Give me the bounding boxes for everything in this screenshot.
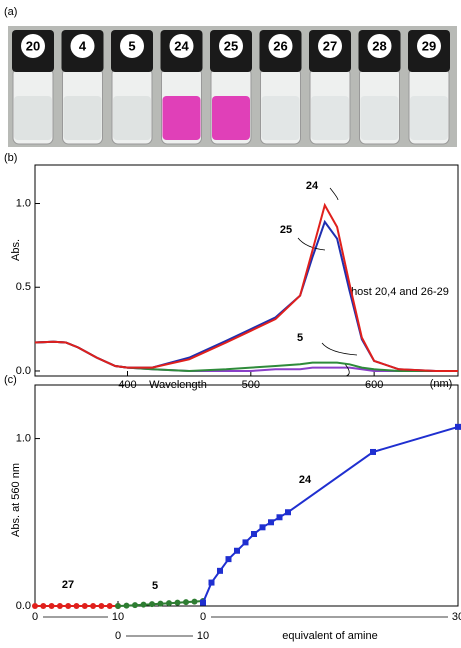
point — [141, 602, 147, 608]
vial-liquid — [163, 96, 201, 140]
x-tick-label: 0 — [115, 630, 121, 642]
series-label: 25 — [280, 224, 292, 236]
panel-label: (b) — [4, 152, 17, 164]
vial-liquid — [113, 96, 151, 140]
vial-liquid — [311, 96, 349, 140]
x-axis-label: equivalent of amine — [282, 630, 377, 642]
point — [370, 449, 376, 455]
point — [234, 548, 240, 554]
series-label: 24 — [299, 474, 312, 486]
vial-label: 25 — [224, 38, 238, 53]
point — [243, 539, 249, 545]
vial-label: 26 — [273, 38, 287, 53]
y-tick-label: 0.5 — [16, 281, 31, 293]
y-tick-label: 0.0 — [16, 365, 31, 377]
vial-label: 4 — [79, 38, 87, 53]
annotation-arrow — [330, 188, 338, 200]
point — [260, 524, 266, 530]
y-axis-label: Abs. — [10, 239, 22, 261]
chart-c: (c) 0.0 1.0 Abs. at 560 nm equivalent of ami… — [4, 374, 461, 642]
point — [277, 514, 283, 520]
x-tick-label: 10 — [197, 630, 209, 642]
series-label: 27 — [62, 579, 74, 591]
point — [90, 603, 96, 609]
point — [175, 600, 181, 606]
x-tick-label: 30 — [452, 611, 461, 623]
vial-label: 28 — [372, 38, 386, 53]
figure: (a) 2045242526272829 (b)0.00.51.04005006… — [0, 0, 461, 643]
point — [40, 603, 46, 609]
point — [251, 531, 257, 537]
point — [158, 601, 164, 607]
point — [149, 601, 155, 607]
plot-frame — [35, 385, 458, 606]
point — [183, 599, 189, 605]
point — [107, 603, 113, 609]
point — [65, 603, 71, 609]
point — [226, 556, 232, 562]
series-label: host 20,4 and 26-29 — [351, 286, 449, 298]
point — [455, 424, 461, 430]
x-tick-label: 10 — [112, 611, 124, 623]
vials: 20 4 5 24 25 26 27 28 29 — [12, 30, 450, 144]
plot-frame — [35, 165, 458, 376]
point — [217, 568, 223, 574]
titration-line — [203, 427, 458, 603]
vial-liquid — [14, 96, 52, 140]
point — [82, 603, 88, 609]
vial-label: 27 — [323, 38, 337, 53]
spectrum — [35, 342, 458, 371]
point — [285, 509, 291, 515]
x-unit: (nm) — [430, 378, 453, 390]
series-label: 5 — [152, 580, 158, 592]
point — [74, 603, 80, 609]
spectrum — [35, 342, 458, 371]
point — [57, 603, 63, 609]
vial-label: 20 — [26, 38, 40, 53]
point — [98, 603, 104, 609]
series-label: 24 — [306, 180, 319, 192]
annotation-arrow — [345, 364, 349, 376]
vial-label: 29 — [422, 38, 436, 53]
panel-label: (c) — [4, 374, 17, 386]
vial-liquid — [361, 96, 399, 140]
x-tick-label: 0 — [32, 611, 38, 623]
vial-label: 5 — [128, 38, 135, 53]
point — [132, 602, 138, 608]
y-tick-label: 0.0 — [16, 600, 31, 612]
point — [49, 603, 55, 609]
vial-liquid — [64, 96, 102, 140]
point — [192, 599, 198, 605]
vial-liquid — [262, 96, 300, 140]
vial-liquid — [410, 96, 448, 140]
y-tick-label: 1.0 — [16, 432, 31, 444]
series-label: 5 — [297, 332, 303, 344]
annotation-arrow — [298, 238, 325, 250]
point — [209, 580, 215, 586]
vial-label: 24 — [174, 38, 189, 53]
panel-label: (a) — [4, 6, 17, 18]
point — [32, 603, 38, 609]
annotation-arrow — [322, 343, 357, 355]
point — [268, 519, 274, 525]
point — [115, 603, 121, 609]
y-tick-label: 1.0 — [16, 197, 31, 209]
y-axis-label: Abs. at 560 nm — [10, 463, 22, 537]
point — [124, 603, 130, 609]
point — [166, 600, 172, 606]
x-tick-label: 0 — [200, 611, 206, 623]
point — [200, 600, 206, 606]
vial-liquid — [212, 96, 250, 140]
